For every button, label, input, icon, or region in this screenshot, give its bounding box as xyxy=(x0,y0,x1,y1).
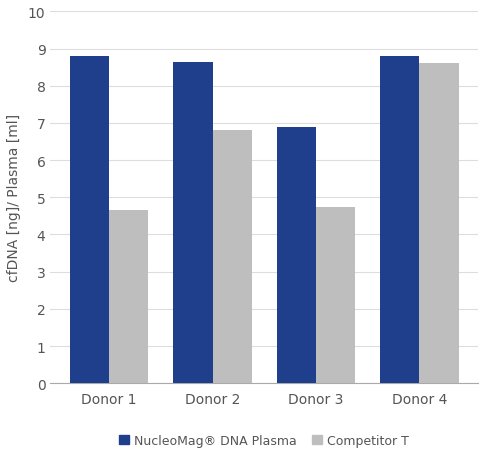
Bar xyxy=(109,211,148,383)
Bar xyxy=(70,57,109,383)
Bar xyxy=(212,130,251,383)
Bar xyxy=(173,63,212,383)
Bar xyxy=(276,127,315,383)
Y-axis label: cfDNA [ng]/ Plasma [ml]: cfDNA [ng]/ Plasma [ml] xyxy=(7,114,21,282)
Legend: NucleoMag® DNA Plasma, Competitor T: NucleoMag® DNA Plasma, Competitor T xyxy=(119,434,408,447)
Bar xyxy=(315,207,354,383)
Bar xyxy=(419,64,458,383)
Bar xyxy=(379,57,419,383)
